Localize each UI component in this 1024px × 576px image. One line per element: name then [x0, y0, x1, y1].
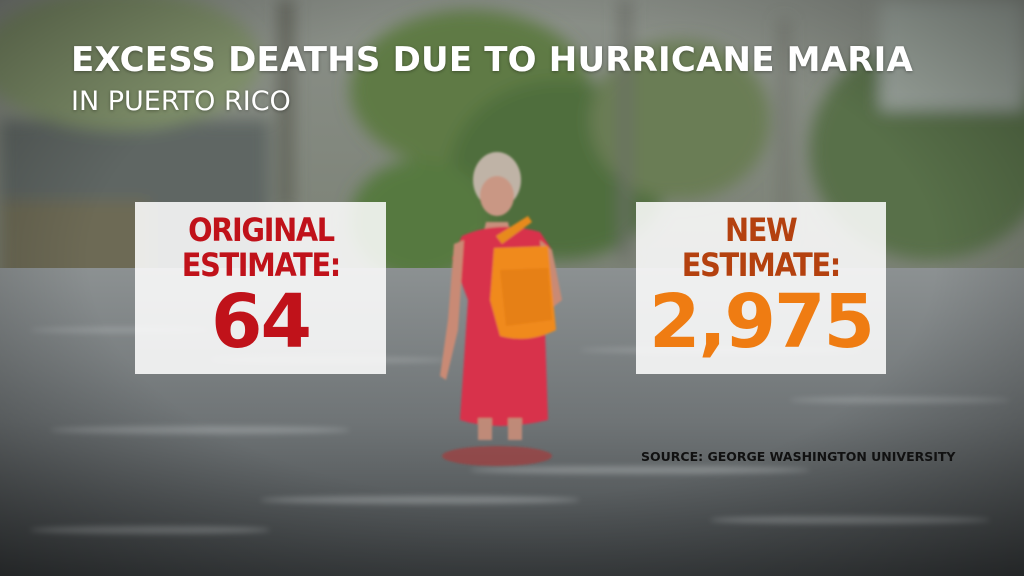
new-estimate-label-line2: ESTIMATE: — [681, 246, 842, 284]
original-estimate-value: 64 — [211, 279, 312, 365]
original-estimate-label-line1: ORIGINAL — [187, 211, 335, 249]
original-estimate-card: ORIGINAL ESTIMATE: 64 — [135, 202, 386, 374]
original-estimate-label-line2: ESTIMATE: — [181, 246, 341, 284]
headline-subtitle: IN PUERTO RICO — [71, 86, 291, 117]
new-estimate-card: NEW ESTIMATE: 2,975 — [636, 202, 886, 374]
headline-title: EXCESS DEATHS DUE TO HURRICANE MARIA — [71, 40, 913, 80]
new-estimate-value: 2,975 — [648, 279, 875, 365]
new-estimate-label-line1: NEW — [725, 211, 798, 249]
source-credit: SOURCE: GEORGE WASHINGTON UNIVERSITY — [641, 449, 956, 464]
